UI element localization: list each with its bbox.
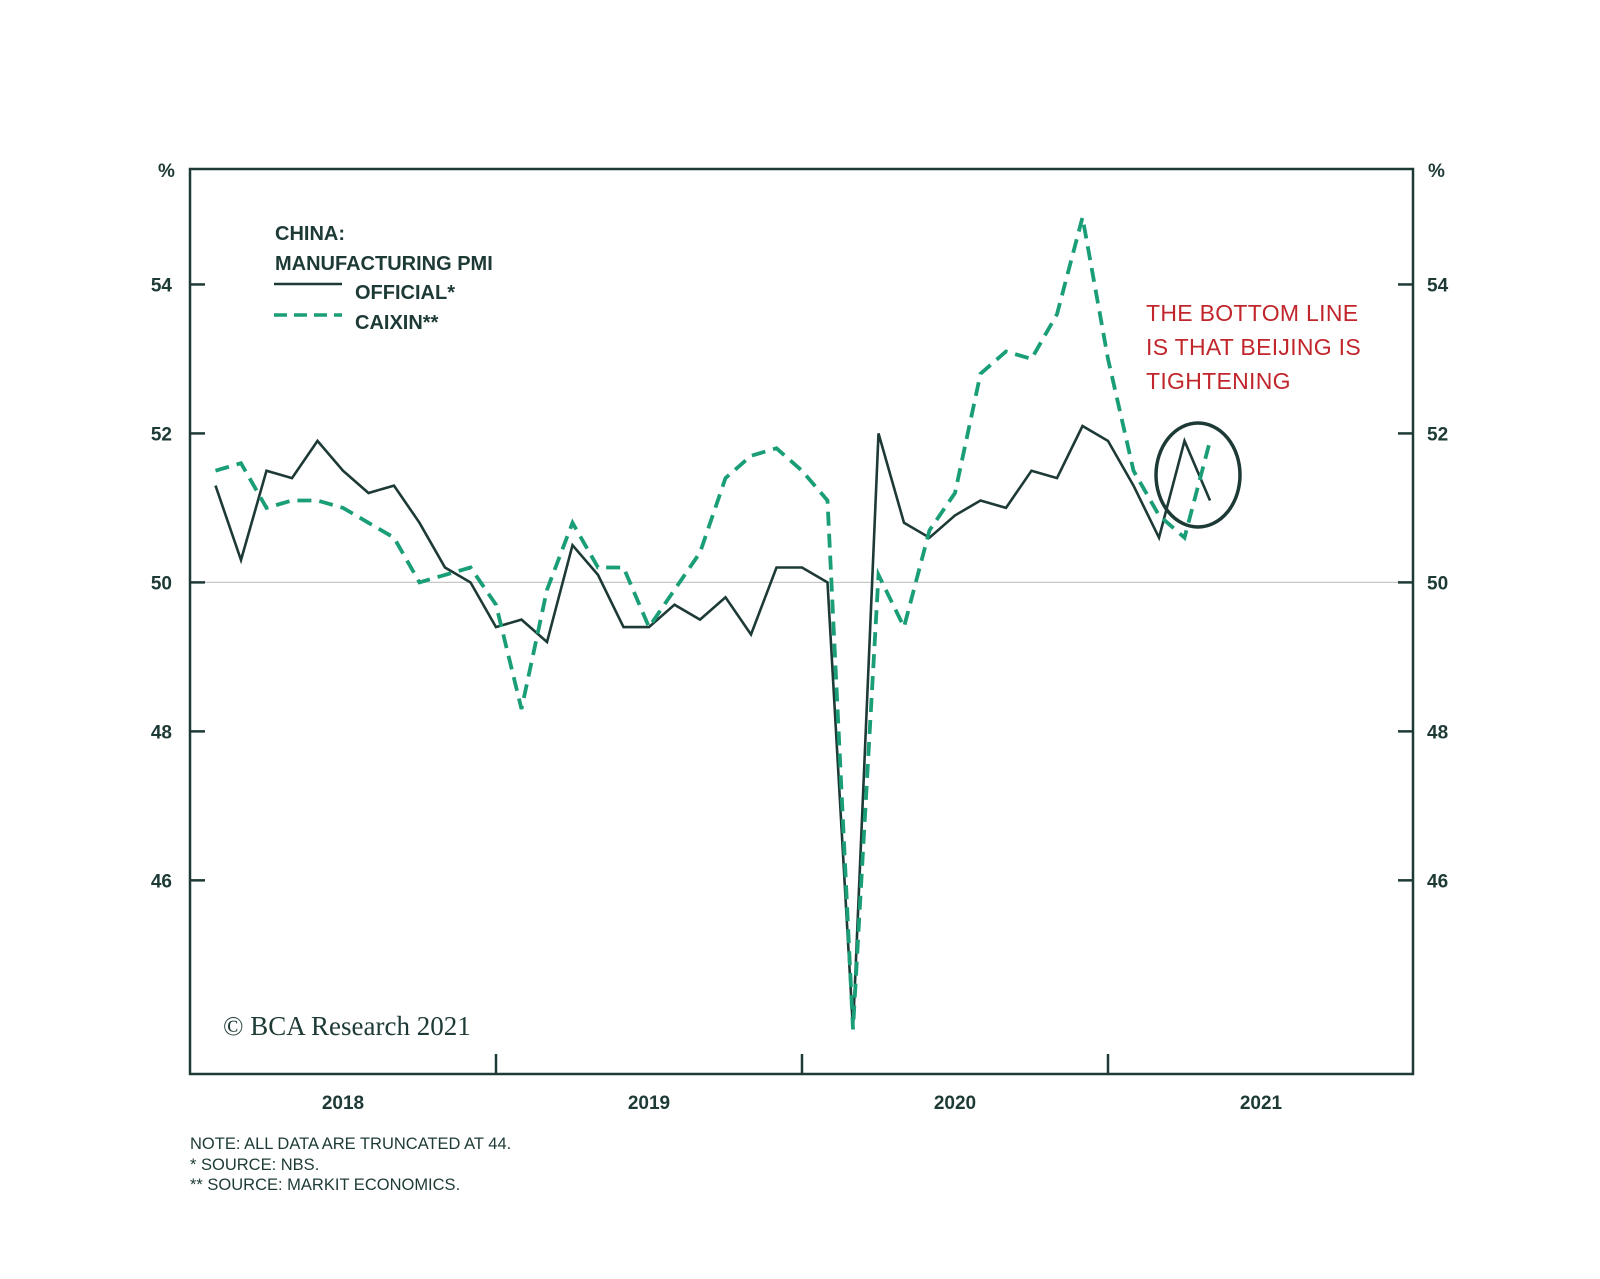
series-line-official [214, 424, 1212, 1030]
x-tick-label-2020: 2020 [934, 1093, 976, 1114]
left-y-tick-label: 50 [151, 573, 172, 594]
left-y-tick-label: 46 [151, 871, 172, 892]
right-axis-unit: % [1428, 161, 1445, 182]
highlight-circle [1154, 421, 1242, 529]
left-y-tick-label: 52 [151, 424, 172, 445]
right-y-tick-label: 52 [1427, 424, 1448, 445]
annotation-line2: IS THAT BEIJING IS [1146, 334, 1361, 360]
annotation-line3: TIGHTENING [1146, 368, 1291, 394]
left-axis-unit: % [158, 161, 175, 182]
note-line1: NOTE: ALL DATA ARE TRUNCATED AT 44. [190, 1135, 511, 1153]
legend-title-line2: MANUFACTURING PMI [275, 253, 493, 275]
note-line3: ** SOURCE: MARKIT ECONOMICS. [190, 1176, 460, 1194]
right-y-tick-label: 50 [1427, 573, 1448, 594]
copyright-logo: © BCA Research 2021 [223, 1011, 471, 1041]
left-y-tick-label: 48 [151, 722, 172, 743]
right-y-tick-label: 46 [1427, 871, 1448, 892]
legend-caixin-label: CAIXIN** [355, 312, 439, 334]
legend-title-line1: CHINA: [275, 223, 345, 245]
right-y-tick-label: 54 [1427, 275, 1449, 296]
series-line-caixin [214, 216, 1212, 1030]
legend-official-label: OFFICIAL* [355, 282, 455, 304]
x-tick-label-2019: 2019 [628, 1093, 670, 1114]
note-line2: * SOURCE: NBS. [190, 1156, 319, 1174]
left-y-tick-label: 54 [151, 275, 173, 296]
x-tick-label-2021: 2021 [1240, 1093, 1283, 1114]
right-y-tick-label: 48 [1427, 722, 1448, 743]
x-tick-label-2018: 2018 [322, 1093, 364, 1114]
annotation-line1: THE BOTTOM LINE [1146, 300, 1358, 326]
